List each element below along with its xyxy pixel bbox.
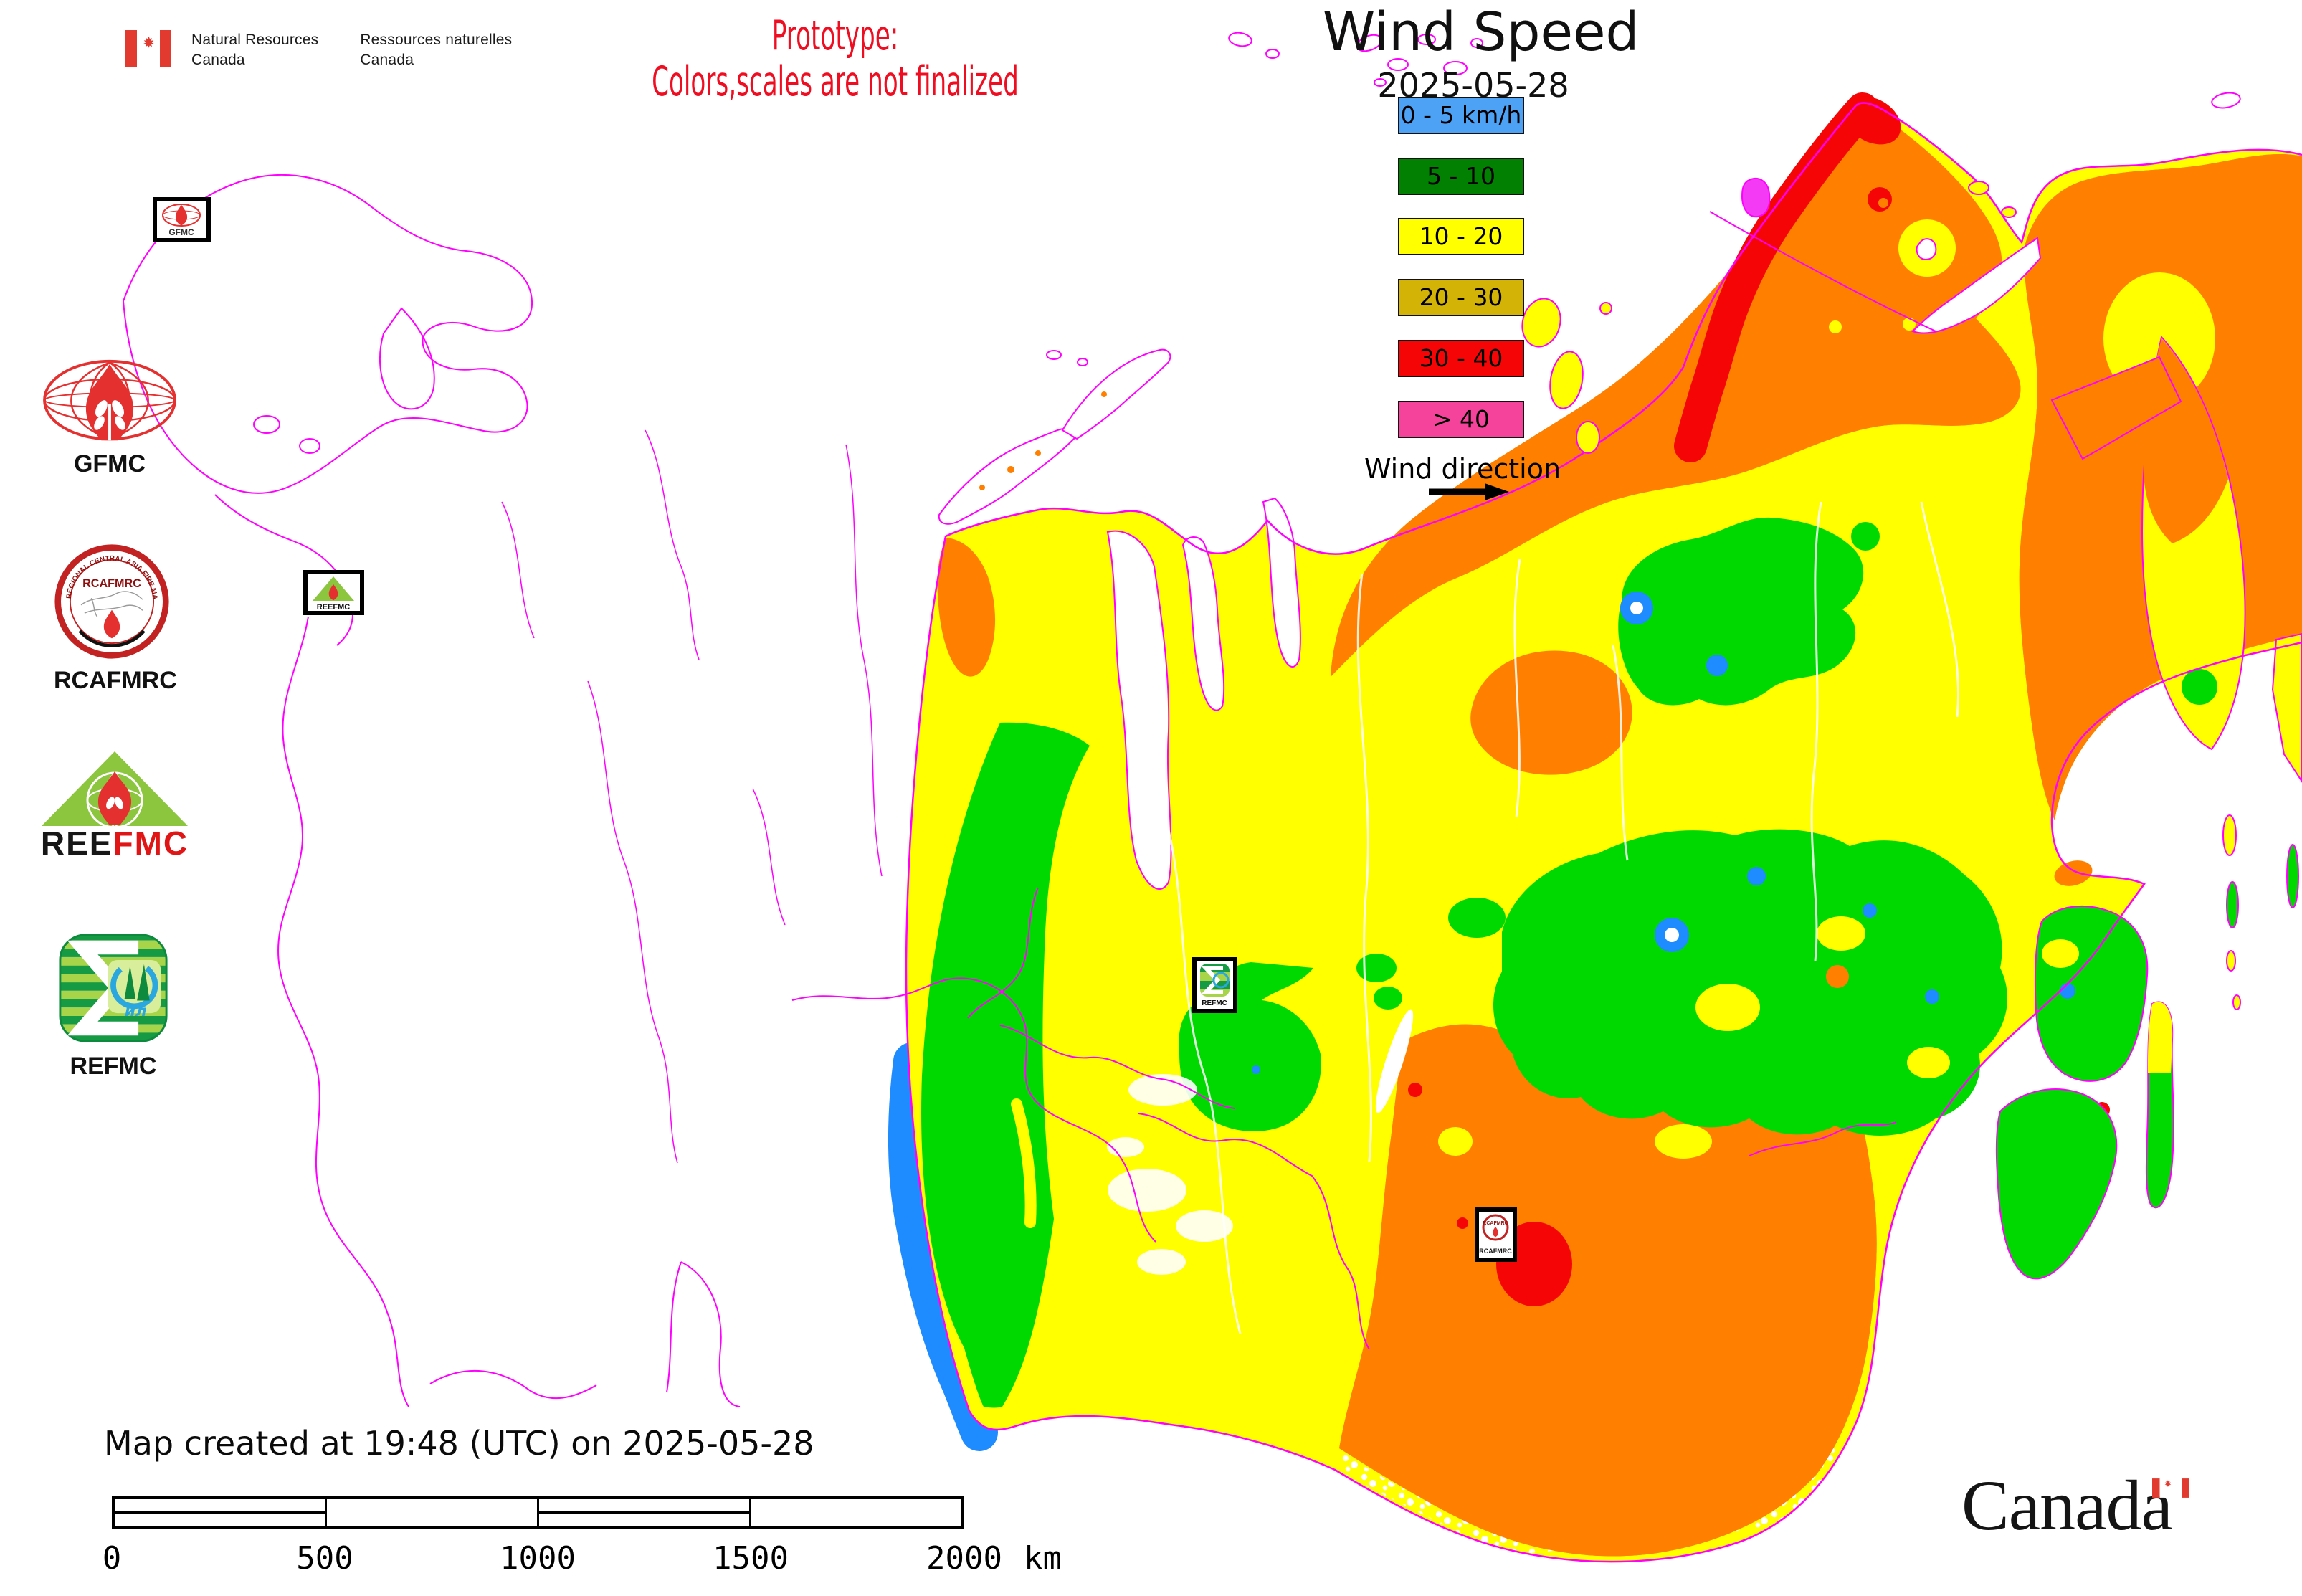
marker-refmc: REFMC: [1192, 957, 1237, 1013]
svg-text:ил: ил: [125, 1002, 147, 1020]
partner-rcafmrc: REGIONAL CENTRAL ASIA FIRE MANAGEMENT RC…: [54, 543, 177, 695]
nrcan-signature: Natural Resources Canada Ressources natu…: [125, 30, 512, 70]
partner-reefmc-label: REEFMC: [41, 825, 189, 859]
legend-label: 30 - 40: [1419, 344, 1503, 372]
nrcan-french: Ressources naturelles Canada: [360, 30, 512, 70]
legend-title: Wind Speed: [1323, 1, 1640, 63]
wind-green-north-blob: [1618, 517, 1880, 706]
legend-label: > 40: [1432, 405, 1490, 433]
yellow-sliver-in-green: [1011, 1098, 1037, 1228]
canada-wordmark-flag-icon: [2152, 1478, 2189, 1498]
rivers: [1160, 501, 1960, 1334]
prototype-line2: Colors,scales are not finalized: [652, 58, 1019, 105]
marker-reefmc-label: REEFMC: [317, 603, 351, 612]
scale-tick: 2000: [926, 1540, 1002, 1577]
legend-items: 0 - 5 km/h 5 - 10 10 - 20 20 - 30 30 - 4…: [1398, 97, 1524, 441]
partner-reefmc: REEFMC: [34, 750, 195, 859]
prototype-warning: Prototype: Colors,scales are not finaliz…: [459, 13, 1212, 105]
wind-area-magenta-island: [1741, 177, 1771, 218]
partner-gfmc: GFMC: [39, 358, 180, 478]
legend: Wind Speed 2025-05-28: [1323, 1, 1640, 105]
scale-tick: 500: [296, 1540, 353, 1577]
scale-seg-1: [115, 1499, 327, 1526]
map-created-text: Map created at 19:48 (UTC) on 2025-05-28: [104, 1424, 814, 1463]
far-east-land: [1995, 335, 2302, 1280]
arctic-islands: [938, 32, 2241, 525]
wind-band-green: [921, 722, 1090, 1408]
nrcan-en-line1: Natural Resources: [191, 32, 319, 48]
prototype-line1: Prototype:: [771, 12, 899, 60]
partner-refmc-label: REFMC: [70, 1053, 157, 1080]
legend-label: 0 - 5 km/h: [1400, 101, 1522, 129]
canada-wordmark: Canada: [1961, 1466, 2173, 1545]
nrcan-fr-line2: Canada: [360, 52, 414, 68]
legend-label: 5 - 10: [1427, 162, 1495, 190]
gfmc-logo-icon: [43, 359, 176, 441]
scale-unit: km: [1024, 1540, 1062, 1577]
partner-refmc: ил REFMC: [57, 932, 169, 1080]
wind-area-orange-west: [937, 538, 996, 677]
partner-gfmc-label: GFMC: [73, 450, 146, 478]
scale-seg-3: [539, 1499, 751, 1526]
admin-borders: [967, 211, 1936, 1350]
nrcan-english: Natural Resources Canada: [191, 30, 318, 70]
partner-rcafmrc-label: RCAFMRC: [54, 667, 177, 694]
scale-ticks: 0 500 1000 1500 2000 km: [0, 1540, 1147, 1590]
marker-gfmc-label: GFMC: [168, 227, 194, 237]
scale-seg-2: [327, 1499, 539, 1526]
scale-seg-4: [751, 1499, 961, 1526]
legend-label: 10 - 20: [1419, 222, 1503, 250]
refmc-logo-icon: ил: [59, 934, 168, 1042]
wind-direction-arrow: [1429, 483, 1509, 500]
wind-direction-label: Wind direction: [1364, 453, 1561, 485]
coastline: [905, 102, 2302, 1563]
legend-item-5-10: 5 - 10: [1398, 158, 1524, 195]
scale-tick: 1000: [500, 1540, 576, 1577]
marker-rcafmrc-label: RCAFMRC: [1479, 1248, 1512, 1255]
wind-green-central-east: [1448, 829, 2007, 1136]
canada-flag-icon: [125, 30, 171, 67]
reefmc-logo-icon: REEFMC: [41, 751, 189, 859]
marker-refmc-label: REFMC: [1202, 999, 1227, 1007]
legend-item-30-40: 30 - 40: [1398, 340, 1524, 377]
nrcan-fr-line1: Ressources naturelles: [360, 32, 513, 48]
marker-gfmc: GFMC: [153, 197, 211, 242]
scale-tick: 1500: [713, 1540, 789, 1577]
svg-text:RCAFMRC: RCAFMRC: [1483, 1221, 1508, 1226]
legend-label: 20 - 30: [1419, 283, 1503, 311]
rcafmrc-logo-icon: REGIONAL CENTRAL ASIA FIRE MANAGEMENT RC…: [54, 543, 169, 659]
wind-area-yellow-main: [905, 103, 2302, 1562]
scale-tick: 0: [102, 1540, 122, 1577]
nrcan-en-line2: Canada: [191, 52, 245, 68]
scale-bar: [112, 1496, 964, 1529]
legend-item-gt40: > 40: [1398, 401, 1524, 438]
western-outlines: [122, 174, 1156, 1407]
svg-text:RCAFMRC: RCAFMRC: [82, 577, 141, 590]
legend-item-0-5: 0 - 5 km/h: [1398, 97, 1524, 134]
legend-item-20-30: 20 - 30: [1398, 279, 1524, 316]
wind-raster: [888, 92, 2302, 1563]
wind-area-orange-patch: [1470, 650, 1632, 775]
marker-rcafmrc: RCAFMRC RCAFMRC: [1475, 1207, 1517, 1262]
legend-item-10-20: 10 - 20: [1398, 218, 1524, 255]
marker-reefmc: REEFMC: [303, 570, 364, 615]
